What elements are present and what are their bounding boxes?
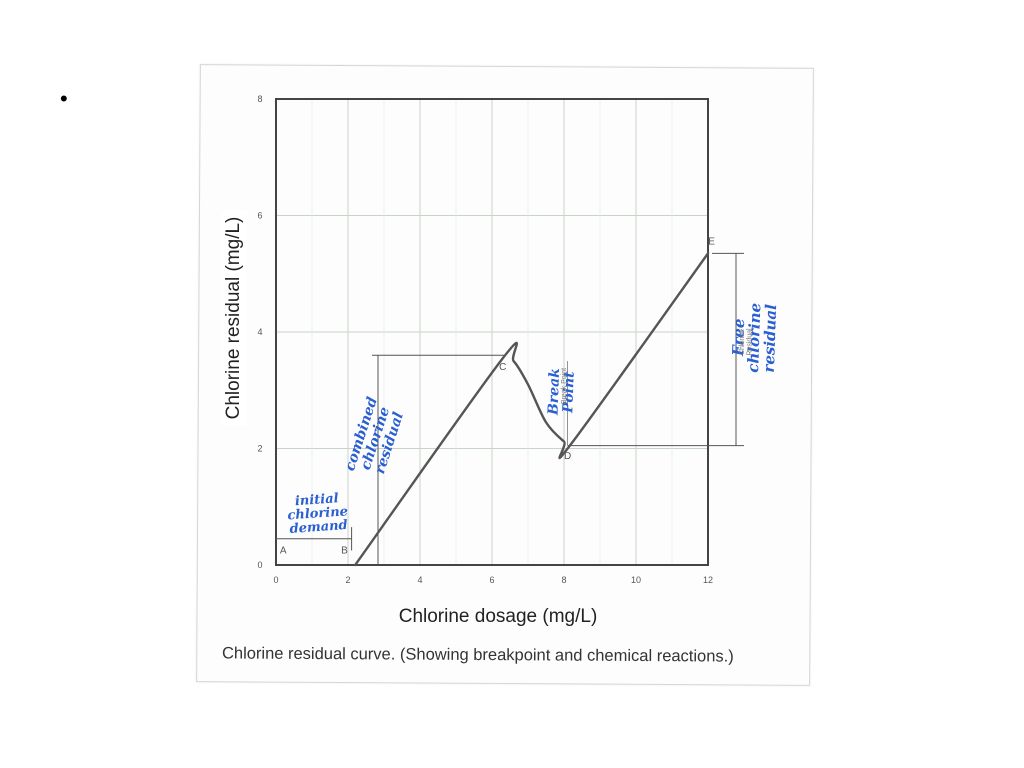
y-axis-label: Chlorine residual (mg/L) (221, 210, 247, 426)
y-tick-label: 6 (257, 211, 262, 221)
x-tick-label: 8 (561, 575, 566, 585)
y-tick-label: 0 (257, 560, 262, 570)
annotation-line: Free (729, 318, 748, 357)
handwritten-annotation: Freechlorineresidual (728, 302, 780, 373)
x-tick-label: 2 (345, 575, 350, 585)
point-label-c: C (499, 362, 506, 373)
x-tick-label: 0 (273, 575, 278, 585)
annotation-line: Break (545, 368, 563, 417)
annotation-text: ChlorineResidual (739, 328, 753, 356)
annotation-text: initialchlorinedemand (286, 491, 349, 537)
point-label-e: E (708, 237, 715, 248)
point-labels: A B C D E (280, 237, 715, 557)
x-axis-label: Chlorine dosage (mg/L) (398, 606, 598, 627)
annotation-line: Point (560, 371, 577, 415)
grid-layer (276, 99, 708, 565)
figure-caption: Chlorine residual curve. (Showing breakp… (221, 644, 734, 666)
x-tick-label: 10 (631, 575, 641, 585)
residual-curve (354, 252, 710, 567)
annotation-line: chlorine (287, 504, 348, 523)
annotation-line: chlorine (744, 303, 764, 373)
y-tick-label: 4 (257, 327, 262, 337)
annotation-layer: initialchlorinedemandcombinedchlorineres… (286, 302, 780, 537)
annotation-text: Break Point (561, 368, 568, 404)
annotation-line: Residual (747, 328, 754, 356)
curve-layer (354, 252, 710, 567)
annotation-line: Chlorine (739, 329, 746, 355)
point-label-a: A (280, 545, 287, 556)
handwritten-annotation: BreakPoint (545, 368, 577, 417)
x-tick-label: 6 (489, 575, 494, 585)
point-label-b: B (341, 545, 348, 556)
annotation-line: demand (289, 518, 348, 537)
plot-border (275, 98, 709, 566)
printed-annotation: ChlorineResidual (739, 328, 753, 356)
x-tick-label: 4 (417, 575, 422, 585)
annotation-line: initial (294, 491, 339, 509)
y-tick-label: 8 (257, 94, 262, 104)
dimension-lines (276, 252, 744, 565)
point-label-d: D (564, 451, 571, 462)
handwritten-annotation: combinedchlorineresidual (342, 395, 409, 482)
annotation-text: Freechlorineresidual (728, 302, 780, 373)
annotation-text: BreakPoint (545, 368, 577, 417)
annotation-line: Break Point (561, 368, 568, 404)
tick-labels: 0 2 4 6 8 10 12 0 2 4 6 8 (257, 94, 713, 585)
annotation-line: residual (760, 304, 780, 373)
handwritten-annotation: initialchlorinedemand (286, 491, 349, 537)
y-tick-label: 2 (257, 444, 262, 454)
slide-bullet: • (60, 86, 68, 111)
printed-annotation: Break Point (561, 368, 568, 404)
plot-frame (275, 98, 709, 566)
x-tick-label: 12 (703, 575, 713, 585)
annotation-text: combinedchlorineresidual (342, 395, 409, 482)
